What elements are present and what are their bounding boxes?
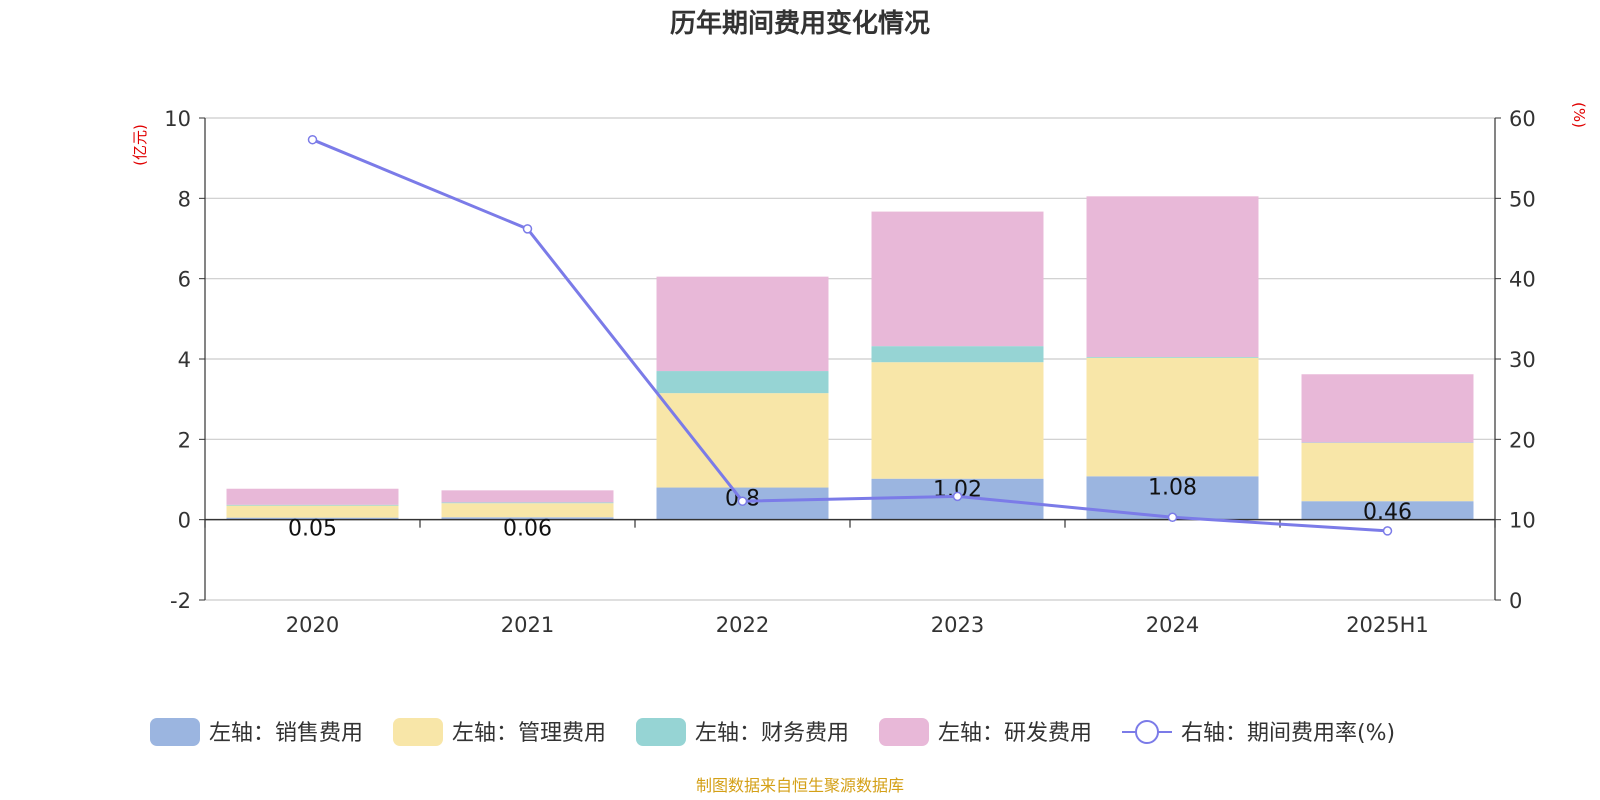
bar-segment xyxy=(871,346,1044,363)
bar-data-label: 1.08 xyxy=(1148,475,1197,500)
line-point xyxy=(307,134,318,145)
line-point xyxy=(1167,512,1178,523)
right-axis-tick-label: 20 xyxy=(1509,428,1536,452)
bar-segment xyxy=(441,503,614,518)
line-point xyxy=(737,496,748,506)
bar-segment xyxy=(226,504,399,506)
left-axis-tick-label: 2 xyxy=(178,428,191,452)
legend-label: 左轴：管理费用 xyxy=(452,721,606,746)
legend-label: 左轴：财务费用 xyxy=(695,721,849,746)
expense-rate-line xyxy=(307,134,1393,536)
bar-data-label: 0.46 xyxy=(1363,500,1412,525)
line-point xyxy=(952,491,963,502)
right-axis-tick-label: 0 xyxy=(1509,589,1522,613)
expense-rate-line-path xyxy=(311,138,1388,533)
bar-data-label: 0.05 xyxy=(288,517,337,542)
bar-segment xyxy=(441,517,614,520)
bar-segment xyxy=(1301,442,1474,502)
bar-segment xyxy=(1086,196,1259,357)
chart-title: 历年期间费用变化情况 xyxy=(670,8,930,39)
x-axis-tick-label: 2020 xyxy=(286,613,339,637)
left-axis-tick-label: 8 xyxy=(178,187,191,211)
line-point xyxy=(1382,526,1393,536)
right-axis-unit: (%) xyxy=(1570,102,1588,128)
left-axis-tick-label: 0 xyxy=(178,509,191,533)
legend-swatch xyxy=(393,718,443,746)
x-axis-tick-label: 2021 xyxy=(501,613,554,637)
bar-data-label: 0.06 xyxy=(503,516,552,541)
legend-line-marker xyxy=(1135,720,1159,744)
bar-segment xyxy=(656,276,829,372)
legend-swatch xyxy=(879,718,929,746)
right-axis-tick-label: 30 xyxy=(1509,348,1536,372)
x-axis-tick-label: 2023 xyxy=(931,613,984,637)
bar-segment xyxy=(226,488,399,505)
legend: 左轴：销售费用 左轴：管理费用 左轴：财务费用 左轴：研发费用 右轴：期间费用率(%) xyxy=(150,718,1395,746)
x-axis-tick-label: 2024 xyxy=(1146,613,1199,637)
left-axis-tick-label: 6 xyxy=(178,268,191,292)
legend-label: 左轴：研发费用 xyxy=(938,721,1092,746)
right-axis-tick-label: 40 xyxy=(1509,268,1536,292)
axes: -2 0 2 4 6 8 10 0 10 20 30 40 50 60 2020 2021 2022 2023 20… xyxy=(164,107,1535,637)
data-source: 制图数据来自恒生聚源数据库 xyxy=(696,776,904,795)
bars xyxy=(226,196,1474,520)
legend-label: 左轴：销售费用 xyxy=(209,721,363,746)
bar-segment xyxy=(226,505,399,518)
left-axis-unit: (亿元) xyxy=(131,124,149,166)
bar-segment xyxy=(226,517,399,520)
grid-lines xyxy=(205,117,1495,601)
bar-segment xyxy=(871,211,1044,347)
bar-segment xyxy=(441,490,614,503)
x-axis-tick-label: 2022 xyxy=(716,613,769,637)
bar-segment xyxy=(441,502,614,504)
right-axis-tick-label: 60 xyxy=(1509,107,1536,131)
legend-label: 右轴：期间费用率(%) xyxy=(1181,721,1395,746)
right-axis-tick-label: 10 xyxy=(1509,509,1536,533)
bar-segment xyxy=(871,362,1044,479)
right-axis-tick-label: 50 xyxy=(1509,187,1536,211)
bar-segment xyxy=(656,371,829,394)
left-axis-tick-label: -2 xyxy=(170,589,191,613)
bar-segment xyxy=(656,393,829,488)
left-axis-tick-label: 10 xyxy=(164,107,191,131)
legend-swatch xyxy=(636,718,686,746)
bar-segment xyxy=(1086,357,1259,477)
left-axis-tick-label: 4 xyxy=(178,348,191,372)
bar-segment xyxy=(1086,356,1259,358)
line-point xyxy=(522,224,533,234)
bar-segment xyxy=(1301,374,1474,443)
legend-swatch xyxy=(150,718,200,746)
bar-segment xyxy=(1301,501,1474,520)
x-axis-tick-label: 2025H1 xyxy=(1346,613,1429,637)
